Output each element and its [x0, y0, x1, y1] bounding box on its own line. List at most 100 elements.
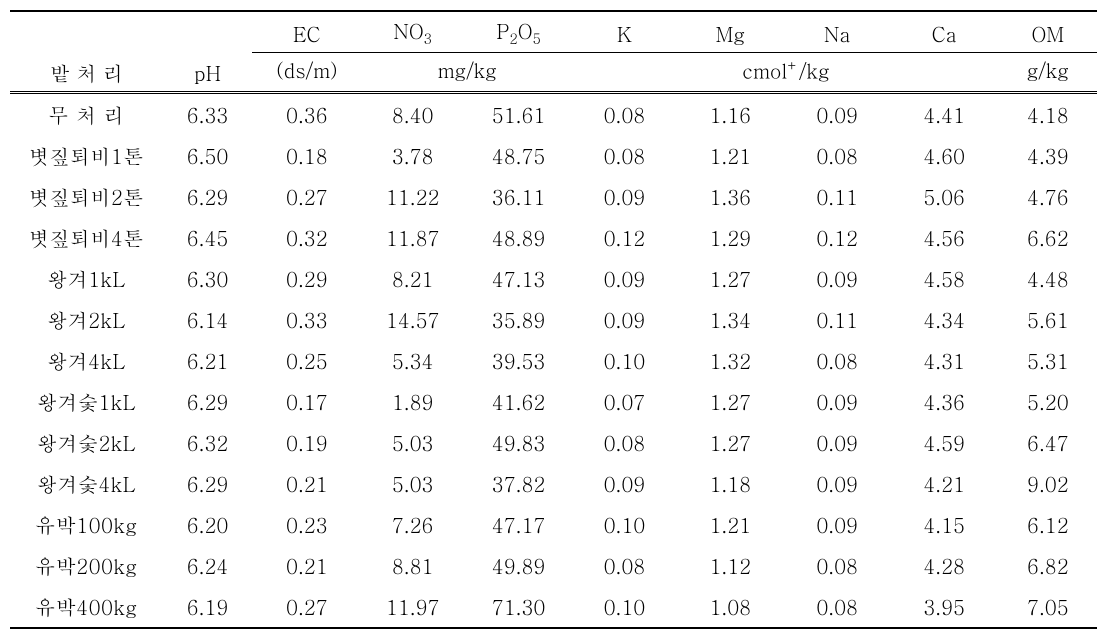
cell-p2o5: 36.11 — [464, 176, 573, 217]
cell-no3: 1.89 — [361, 381, 464, 422]
cell-mg: 1.21 — [676, 504, 785, 545]
cell-om: 5.20 — [999, 381, 1097, 422]
header-ph: pH — [163, 11, 252, 92]
cell-mg: 1.29 — [676, 217, 785, 258]
cell-ca: 4.34 — [890, 299, 999, 340]
cell-ph: 6.32 — [163, 422, 252, 463]
cell-ph: 6.29 — [163, 176, 252, 217]
cell-na: 0.09 — [785, 381, 890, 422]
cell-ph: 6.24 — [163, 545, 252, 586]
cell-mg: 1.27 — [676, 422, 785, 463]
cell-no3: 5.03 — [361, 422, 464, 463]
cell-na: 0.09 — [785, 504, 890, 545]
cell-om: 4.39 — [999, 135, 1097, 176]
cell-ec: 0.33 — [252, 299, 361, 340]
cell-mg: 1.34 — [676, 299, 785, 340]
cell-ec: 0.19 — [252, 422, 361, 463]
cell-na: 0.08 — [785, 545, 890, 586]
cell-ec: 0.36 — [252, 92, 361, 135]
cell-p2o5: 41.62 — [464, 381, 573, 422]
cell-p2o5: 49.83 — [464, 422, 573, 463]
cell-no3: 8.81 — [361, 545, 464, 586]
table-row: 볏짚퇴비1톤6.500.183.7848.750.081.210.084.604… — [10, 135, 1097, 176]
cell-k: 0.10 — [573, 504, 676, 545]
header-p2o5: P2O5 — [464, 11, 573, 53]
cell-na: 0.08 — [785, 586, 890, 628]
cell-ca: 4.59 — [890, 422, 999, 463]
cell-k: 0.08 — [573, 92, 676, 135]
cell-om: 6.12 — [999, 504, 1097, 545]
cell-mg: 1.08 — [676, 586, 785, 628]
cell-p2o5: 39.53 — [464, 340, 573, 381]
header-mgkg-unit: mg/kg — [361, 53, 573, 93]
table-row: 볏짚퇴비4톤6.450.3211.8748.890.121.290.124.56… — [10, 217, 1097, 258]
cell-na: 0.08 — [785, 135, 890, 176]
cell-ph: 6.30 — [163, 258, 252, 299]
header-ca: Ca — [890, 11, 999, 53]
cell-na: 0.09 — [785, 92, 890, 135]
cell-treatment: 왕겨4kL — [10, 340, 163, 381]
table-header: 밭 처 리 pH EC NO3 P2O5 K Mg Na Ca OM (ds/m… — [10, 11, 1097, 92]
header-k: K — [573, 11, 676, 53]
table-row: 왕겨숯1kL6.290.171.8941.620.071.270.094.365… — [10, 381, 1097, 422]
cell-na: 0.09 — [785, 422, 890, 463]
cell-om: 6.82 — [999, 545, 1097, 586]
cell-treatment: 볏짚퇴비1톤 — [10, 135, 163, 176]
cell-k: 0.08 — [573, 135, 676, 176]
table-row: 왕겨4kL6.210.255.3439.530.101.320.084.315.… — [10, 340, 1097, 381]
cell-no3: 7.26 — [361, 504, 464, 545]
cell-ec: 0.29 — [252, 258, 361, 299]
cell-ph: 6.14 — [163, 299, 252, 340]
cell-treatment: 볏짚퇴비2톤 — [10, 176, 163, 217]
cell-no3: 5.34 — [361, 340, 464, 381]
cell-na: 0.09 — [785, 463, 890, 504]
cell-ph: 6.33 — [163, 92, 252, 135]
header-mg: Mg — [676, 11, 785, 53]
cell-ph: 6.29 — [163, 381, 252, 422]
header-no3: NO3 — [361, 11, 464, 53]
cell-p2o5: 51.61 — [464, 92, 573, 135]
cell-no3: 11.22 — [361, 176, 464, 217]
cell-treatment: 무 처 리 — [10, 92, 163, 135]
cell-ec: 0.25 — [252, 340, 361, 381]
header-om: OM — [999, 11, 1097, 53]
cell-treatment: 유박400kg — [10, 586, 163, 628]
cell-na: 0.08 — [785, 340, 890, 381]
cell-na: 0.11 — [785, 299, 890, 340]
cell-no3: 11.97 — [361, 586, 464, 628]
cell-p2o5: 47.17 — [464, 504, 573, 545]
cell-mg: 1.27 — [676, 258, 785, 299]
cell-k: 0.09 — [573, 176, 676, 217]
cell-k: 0.07 — [573, 381, 676, 422]
cell-no3: 3.78 — [361, 135, 464, 176]
cell-treatment: 왕겨숯2kL — [10, 422, 163, 463]
cell-om: 5.31 — [999, 340, 1097, 381]
cell-na: 0.11 — [785, 176, 890, 217]
header-na: Na — [785, 11, 890, 53]
cell-om: 7.05 — [999, 586, 1097, 628]
table-body: 무 처 리6.330.368.4051.610.081.160.094.414.… — [10, 92, 1097, 628]
cell-ph: 6.19 — [163, 586, 252, 628]
cell-mg: 1.36 — [676, 176, 785, 217]
cell-treatment: 유박100kg — [10, 504, 163, 545]
cell-ec: 0.17 — [252, 381, 361, 422]
cell-ca: 4.60 — [890, 135, 999, 176]
cell-p2o5: 35.89 — [464, 299, 573, 340]
table-row: 왕겨숯4kL6.290.215.0337.820.091.180.094.219… — [10, 463, 1097, 504]
cell-ca: 4.28 — [890, 545, 999, 586]
cell-om: 6.47 — [999, 422, 1097, 463]
cell-p2o5: 49.89 — [464, 545, 573, 586]
cell-ca: 5.06 — [890, 176, 999, 217]
cell-mg: 1.16 — [676, 92, 785, 135]
header-ec: EC — [252, 11, 361, 53]
cell-p2o5: 48.89 — [464, 217, 573, 258]
cell-treatment: 유박200kg — [10, 545, 163, 586]
cell-ph: 6.50 — [163, 135, 252, 176]
cell-treatment: 왕겨숯4kL — [10, 463, 163, 504]
cell-no3: 11.87 — [361, 217, 464, 258]
cell-ca: 4.56 — [890, 217, 999, 258]
cell-ph: 6.20 — [163, 504, 252, 545]
header-ec-unit: (ds/m) — [252, 53, 361, 93]
cell-ec: 0.23 — [252, 504, 361, 545]
cell-ca: 4.36 — [890, 381, 999, 422]
